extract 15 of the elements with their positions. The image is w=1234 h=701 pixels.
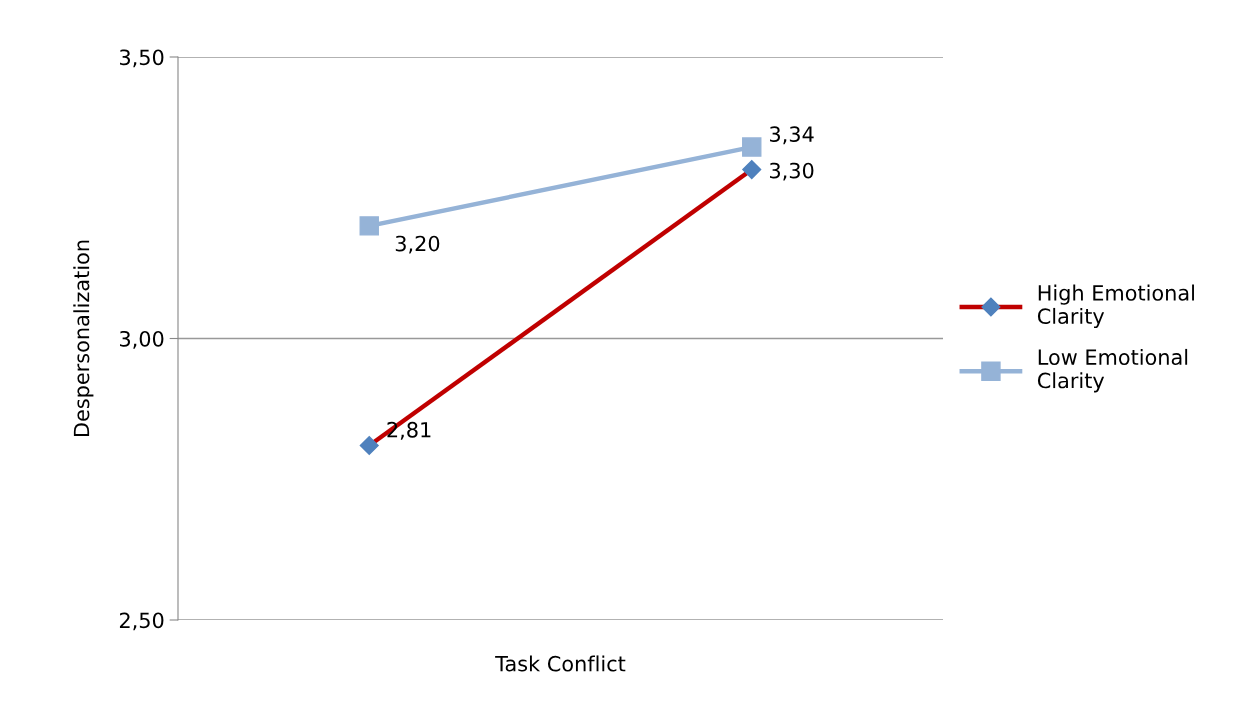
y-tick-label: 3,50: [120, 49, 164, 68]
legend-label: High Emotional Clarity: [1037, 284, 1194, 329]
y-tick-label: 3,00: [120, 330, 164, 349]
x-axis-title: Task Conflict: [495, 655, 626, 672]
y-axis-title: Despersonalization: [73, 240, 94, 436]
data-label: 3,34: [770, 126, 814, 145]
legend-label: Low Emotional Clarity: [1037, 348, 1188, 393]
point: [742, 160, 762, 180]
data-label: 2,81: [387, 421, 431, 440]
y-tick-label: 2,50: [119, 612, 164, 631]
data-label: 3,20: [395, 235, 440, 254]
data-label: 3,30: [770, 162, 814, 181]
point: [742, 137, 762, 157]
point: [359, 435, 379, 456]
point: [359, 216, 379, 236]
